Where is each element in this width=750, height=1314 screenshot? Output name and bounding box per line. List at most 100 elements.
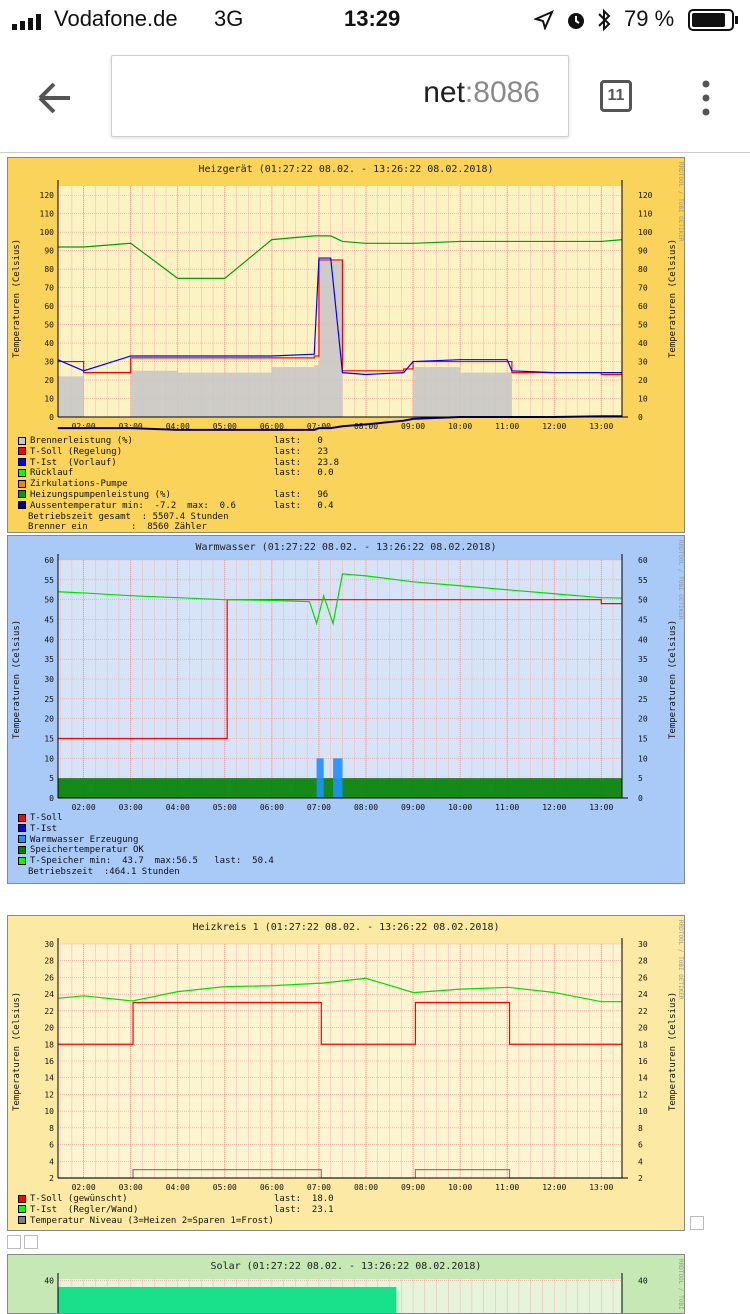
- y-tick-label: 18: [44, 1040, 54, 1049]
- y-tick-label-right: 20: [638, 376, 648, 385]
- y-tick-label-right: 30: [638, 675, 648, 684]
- y-tick-label-right: 120: [638, 191, 653, 200]
- x-tick-label: 10:00: [448, 1183, 472, 1192]
- y-tick-label: 5: [49, 774, 54, 783]
- series-line: [57, 1001, 623, 1045]
- legend-swatch: [18, 1216, 26, 1225]
- x-tick-label: 03:00: [119, 1183, 143, 1192]
- x-tick-label: 05:00: [213, 1183, 237, 1192]
- y-tick-label: 110: [40, 210, 55, 219]
- battery-icon: [688, 9, 738, 31]
- alarm-icon: [568, 13, 584, 29]
- y-tick-label: 15: [44, 735, 54, 744]
- y-tick-label: 100: [40, 228, 55, 237]
- tab-switcher-icon[interactable]: 11: [600, 80, 632, 112]
- location-arrow-icon: [534, 10, 554, 30]
- chart-title: Solar (01:27:22 08.02. - 13:26:22 08.02.…: [210, 1261, 482, 1272]
- series-line: [57, 573, 623, 626]
- legend-swatch: [18, 835, 26, 844]
- legend-label: T-Soll: [30, 813, 63, 823]
- legend-swatch: [18, 513, 24, 519]
- legend-swatch: [18, 813, 26, 822]
- x-tick-label: 08:00: [354, 422, 378, 431]
- legend-item: Zirkulations-Pumpe: [18, 479, 236, 490]
- y-tick-label-right: 20: [638, 1024, 648, 1033]
- rrdtool-watermark: RRDTOOL / TOBI OETIKER: [677, 540, 684, 620]
- legend-item: Speichertemperatur OK: [18, 845, 274, 856]
- y-axis-label: Temperaturen (Celsius): [12, 619, 22, 739]
- y-tick-label: 90: [44, 247, 54, 256]
- y-tick-label: 30: [44, 940, 54, 949]
- x-tick-label: 12:00: [542, 422, 566, 431]
- legend-swatch: [18, 1205, 26, 1214]
- chart-heizgeraet: 02:00 03:00 04:00 05:00 06:00 07:00 08:00 09:00…: [8, 158, 684, 532]
- y-tick-label-right: 40: [638, 635, 648, 644]
- legend-label: Speichertemperatur OK: [30, 845, 144, 856]
- x-tick-label: 05:00: [213, 422, 237, 431]
- legend-label: Heizungspumpenleistung (%): [30, 489, 171, 500]
- legend-item: T-Soll (Regelung) last: 23: [18, 446, 328, 458]
- y-tick-label-right: 15: [638, 735, 648, 744]
- chart-title: Heizgerät (01:27:22 08.02. - 13:26:22 08…: [198, 164, 494, 175]
- y-tick-label-right: 25: [638, 695, 648, 704]
- address-bar[interactable]: net:8086: [111, 55, 569, 137]
- overflow-menu-icon[interactable]: [696, 78, 716, 118]
- legend-swatch: [18, 468, 26, 477]
- legend-item: Rücklauf last: 0.0: [18, 468, 334, 479]
- legend-label: T-Ist (Regler/Wand): [30, 1204, 139, 1215]
- legend-label: T-Soll (Regelung): [30, 446, 123, 457]
- panel-heizgeraet: 02:00 03:00 04:00 05:00 06:00 07:00 08:00 09:00…: [7, 157, 685, 533]
- y-tick-label: 10: [44, 1107, 54, 1116]
- y-tick-label: 20: [44, 715, 54, 724]
- y-tick-label: 20: [44, 376, 54, 385]
- url-host: net: [423, 76, 465, 109]
- series-line: [57, 235, 623, 279]
- y-axis-label-right: Temperaturen (Celsius): [668, 238, 678, 358]
- legend-item: Warmwasser Erzeugung: [18, 835, 274, 846]
- x-tick-label: 06:00: [260, 803, 284, 812]
- x-tick-label: 11:00: [495, 1183, 519, 1192]
- back-arrow-icon[interactable]: [30, 78, 80, 118]
- y-tick-label-right: 90: [638, 247, 648, 256]
- y-tick-label-right: 8: [638, 1124, 643, 1133]
- x-tick-label: 03:00: [119, 803, 143, 812]
- rrdtool-watermark: RRDTOOL / TOBI OETIKER: [677, 1259, 684, 1314]
- legend-swatch: [18, 856, 26, 865]
- y-tick-label: 6: [49, 1141, 54, 1150]
- y-tick-label-right: 55: [638, 576, 648, 585]
- y-tick-label: 45: [44, 616, 54, 625]
- y-tick-label: 16: [44, 1057, 54, 1066]
- rrdtool-watermark: RRDTOOL / TOBI OETIKER: [677, 920, 684, 1000]
- y-axis-label-right: Temperaturen (Celsius): [668, 619, 678, 739]
- y-tick-label-right: 16: [638, 1057, 648, 1066]
- legend-label: T-Ist: [30, 823, 58, 834]
- signal-icon: [12, 14, 41, 30]
- x-tick-label: 13:00: [589, 1183, 613, 1192]
- legend-swatch: [18, 845, 26, 854]
- placeholder-box: [690, 1216, 704, 1230]
- carrier-label: Vodafone.de: [54, 6, 178, 31]
- y-tick-label-right: 40: [638, 339, 648, 348]
- legend-swatch: [18, 436, 26, 445]
- y-tick-label: 22: [44, 1007, 54, 1016]
- y-tick-label-right: 5: [638, 774, 643, 783]
- legend-swatch: [18, 868, 24, 874]
- x-tick-label: 02:00: [72, 1183, 96, 1192]
- legend-value: last: 96: [274, 489, 329, 500]
- y-axis-label: Temperaturen (Celsius): [12, 991, 22, 1111]
- x-tick-label: 06:00: [260, 1183, 284, 1192]
- y-tick-label-right: 12: [638, 1090, 648, 1099]
- series-line: [57, 599, 623, 740]
- legend-swatch: [18, 824, 26, 833]
- chart-warmwasser: 02:00 03:00 04:00 05:00 06:00 07:00 08:00 09:00…: [8, 536, 684, 883]
- y-tick-label: 40: [44, 635, 54, 644]
- y-tick-label: 4: [49, 1157, 54, 1166]
- y-tick-label-right: 50: [638, 321, 648, 330]
- x-tick-label: 12:00: [542, 1183, 566, 1192]
- y-tick-label-right: 6: [638, 1141, 643, 1150]
- y-tick-label: 70: [44, 284, 54, 293]
- x-tick-label: 04:00: [166, 1183, 190, 1192]
- legend-swatch: [18, 458, 26, 467]
- legend-label: Rücklauf: [30, 468, 74, 479]
- x-tick-label: 07:00: [307, 803, 331, 812]
